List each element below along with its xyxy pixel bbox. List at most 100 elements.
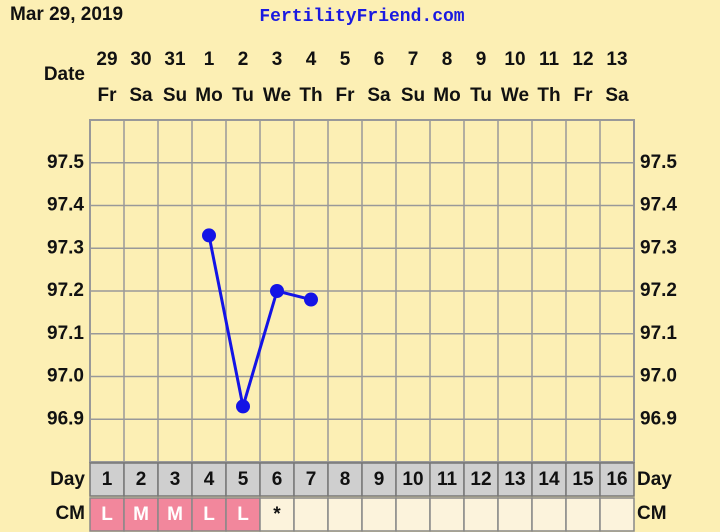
day-row-label-right: Day (637, 469, 672, 490)
cm-cell (429, 497, 465, 532)
weekday: We (263, 85, 291, 106)
cm-value: * (273, 504, 281, 525)
day-number: 1 (102, 469, 113, 490)
y-tick-label: 97.0 (47, 366, 84, 387)
cm-cell (225, 497, 261, 532)
day-number: 9 (374, 469, 385, 490)
cm-value: L (203, 504, 215, 525)
y-tick-label-right: 97.2 (640, 280, 677, 301)
weekday: Tu (470, 85, 492, 106)
temperature-line (207, 235, 312, 407)
chart-title: FertilityFriend.com (259, 7, 464, 27)
day-cell (531, 462, 567, 497)
weekday: Tu (232, 85, 254, 106)
y-tick-label-right: 97.5 (640, 152, 677, 173)
cm-value: M (167, 504, 183, 525)
y-tick-label: 97.2 (47, 280, 84, 301)
day-number: 14 (538, 469, 560, 490)
day-cell (191, 462, 227, 497)
day-number: 4 (204, 469, 215, 490)
weekday: Su (401, 85, 425, 106)
date: 29 (96, 49, 117, 70)
cm-value: L (237, 504, 249, 525)
y-tick-label: 96.9 (47, 408, 84, 429)
temperature-point (270, 284, 284, 298)
weekday: Fr (336, 85, 356, 106)
day-number: 10 (402, 469, 423, 490)
weekday: Mo (195, 85, 222, 106)
date: 11 (539, 49, 560, 70)
y-tick-label-right: 97.1 (640, 323, 677, 344)
day-cell (89, 462, 125, 497)
date-label: Mar 29, 2019 (10, 4, 123, 25)
day-cell (225, 462, 261, 497)
cm-cell (497, 497, 533, 532)
cm-cell (327, 497, 363, 532)
weekday: Fr (574, 85, 594, 106)
day-number: 11 (437, 469, 458, 490)
day-number: 5 (238, 469, 249, 490)
day-cell (497, 462, 533, 497)
y-tick-label-right: 97.0 (640, 366, 677, 387)
date: 5 (340, 49, 351, 70)
date: 6 (374, 49, 385, 70)
cm-cell (89, 497, 125, 532)
weekday: Th (299, 85, 322, 106)
cm-cell (157, 497, 193, 532)
weekday: Sa (367, 85, 391, 106)
weekday: Mo (433, 85, 460, 106)
temperature-point (304, 292, 318, 307)
y-tick-label-right: 96.9 (640, 408, 677, 429)
y-tick-label: 97.3 (47, 237, 84, 258)
y-tick-label: 97.5 (47, 152, 84, 173)
date-row-label: Date (44, 64, 85, 85)
cm-value: L (101, 504, 113, 525)
date: 13 (606, 49, 627, 70)
date: 4 (306, 49, 317, 70)
date: 3 (272, 49, 283, 70)
y-tick-label: 97.1 (47, 323, 84, 344)
day-number: 2 (136, 469, 147, 490)
weekday: Sa (605, 85, 629, 106)
cm-cell (599, 497, 635, 532)
y-tick-label: 97.4 (47, 195, 84, 216)
cm-value: M (133, 504, 149, 525)
weekday: Fr (98, 85, 118, 106)
date: 2 (238, 49, 249, 70)
cm-cell (191, 497, 227, 532)
date: 10 (504, 49, 525, 70)
day-row-label: Day (50, 469, 85, 490)
date: 8 (442, 49, 453, 70)
day-cell (157, 462, 193, 497)
day-number: 3 (170, 469, 181, 490)
date: 30 (130, 49, 151, 70)
cm-row-label-right: CM (637, 503, 667, 524)
weekday: Th (537, 85, 560, 106)
day-cell (599, 462, 635, 497)
date: 1 (204, 49, 215, 70)
day-number: 7 (306, 469, 317, 490)
weekday: We (501, 85, 529, 106)
weekday: Sa (129, 85, 153, 106)
cm-cell (463, 497, 499, 532)
cm-cell (565, 497, 601, 532)
date: 12 (572, 49, 593, 70)
cm-cell (361, 497, 397, 532)
cm-cell (293, 497, 329, 532)
y-tick-label-right: 97.3 (640, 237, 677, 258)
day-number: 16 (606, 469, 627, 490)
weekday: Su (163, 85, 187, 106)
cm-cell (531, 497, 567, 532)
day-number: 6 (272, 469, 283, 490)
date: 9 (476, 49, 487, 70)
day-number: 15 (572, 469, 594, 490)
day-cell (293, 462, 329, 497)
temperature-point (202, 228, 216, 243)
day-number: 13 (504, 469, 525, 490)
cm-row-label: CM (55, 503, 85, 524)
date: 31 (164, 49, 186, 70)
date: 7 (408, 49, 419, 70)
y-tick-label-right: 97.4 (640, 195, 677, 216)
